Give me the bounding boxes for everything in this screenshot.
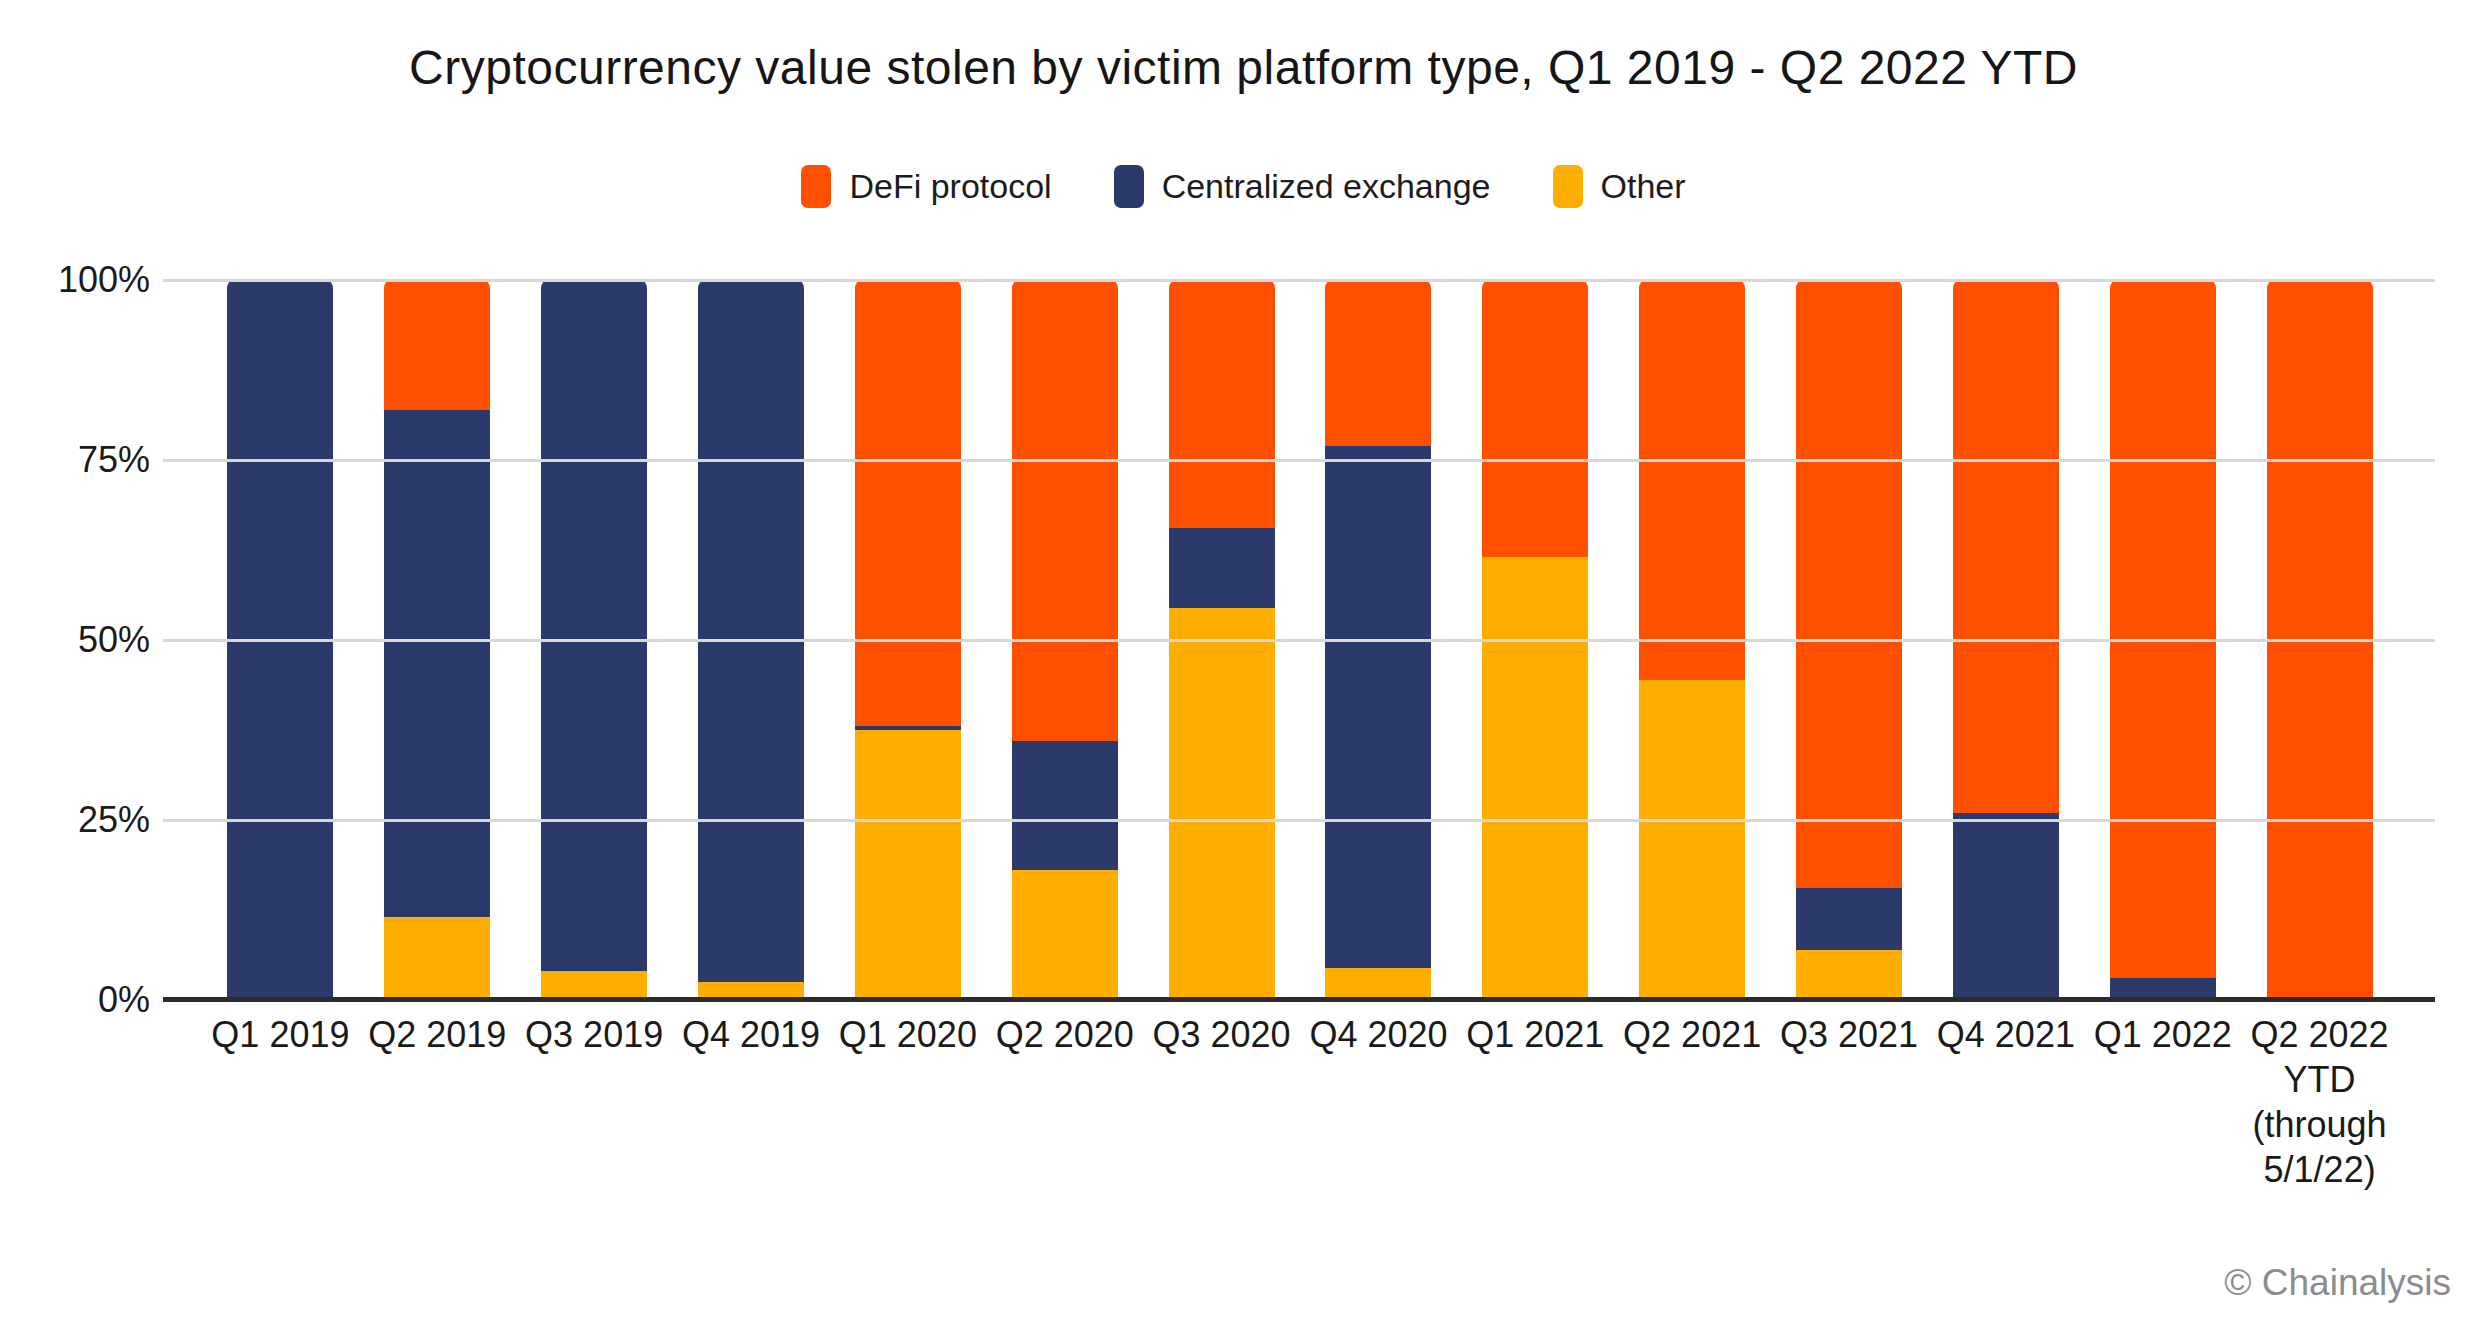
x-tick-q1-2022: Q1 2022 (2084, 1012, 2241, 1192)
copyright-credit: © Chainalysis (2224, 1262, 2451, 1304)
segment-other (384, 917, 490, 1000)
x-tick-q2-2019: Q2 2019 (359, 1012, 516, 1192)
segment-other (855, 730, 961, 1000)
x-tick-q1-2021: Q1 2021 (1457, 1012, 1614, 1192)
x-tick-q3-2020: Q3 2020 (1143, 1012, 1300, 1192)
x-tick-q2-2021: Q2 2021 (1614, 1012, 1771, 1192)
y-axis: 0%25%50%75%100% (0, 280, 150, 1000)
chart-title: Cryptocurrency value stolen by victim pl… (0, 40, 2487, 95)
x-tick-q3-2021: Q3 2021 (1771, 1012, 1928, 1192)
segment-defi-protocol (1012, 280, 1118, 741)
legend-label: Other (1601, 167, 1686, 206)
x-tick-q4-2020: Q4 2020 (1300, 1012, 1457, 1192)
gridline-75 (163, 459, 2435, 462)
segment-other (1012, 870, 1118, 1000)
legend: DeFi protocol Centralized exchange Other (0, 165, 2487, 208)
gridline-50 (163, 639, 2435, 642)
segment-defi-protocol (1639, 280, 1745, 680)
gridline-25 (163, 819, 2435, 822)
x-tick-q4-2019: Q4 2019 (673, 1012, 830, 1192)
segment-defi-protocol (2110, 280, 2216, 978)
legend-swatch-centralized-exchange (1114, 165, 1144, 208)
x-axis-line (163, 997, 2435, 1002)
segment-other (1639, 680, 1745, 1000)
y-tick-0: 0% (0, 978, 150, 1022)
x-tick-q1-2020: Q1 2020 (829, 1012, 986, 1192)
gridline-100 (163, 279, 2435, 282)
segment-other (1169, 608, 1275, 1000)
x-tick-q1-2019: Q1 2019 (202, 1012, 359, 1192)
legend-item-defi-protocol: DeFi protocol (801, 165, 1051, 208)
segment-defi-protocol (1169, 280, 1275, 528)
y-tick-75: 75% (0, 438, 150, 482)
segment-centralized-exchange (541, 280, 647, 971)
segment-defi-protocol (384, 280, 490, 410)
x-tick-q2-2020: Q2 2020 (986, 1012, 1143, 1192)
x-axis-labels: Q1 2019Q2 2019Q3 2019Q4 2019Q1 2020Q2 20… (202, 1012, 2398, 1192)
x-tick-q4-2021: Q4 2021 (1927, 1012, 2084, 1192)
chart-canvas: Cryptocurrency value stolen by victim pl… (0, 0, 2487, 1320)
segment-centralized-exchange (1169, 528, 1275, 607)
segment-centralized-exchange (1012, 741, 1118, 871)
segment-centralized-exchange (1325, 446, 1431, 968)
x-tick-q3-2019: Q3 2019 (516, 1012, 673, 1192)
segment-other (541, 971, 647, 1000)
segment-centralized-exchange (1953, 813, 2059, 1000)
segment-defi-protocol (855, 280, 961, 726)
legend-label: Centralized exchange (1162, 167, 1491, 206)
segment-defi-protocol (1482, 280, 1588, 557)
segment-centralized-exchange (384, 410, 490, 918)
legend-item-centralized-exchange: Centralized exchange (1114, 165, 1491, 208)
y-tick-25: 25% (0, 798, 150, 842)
segment-other (1796, 950, 1902, 1000)
legend-swatch-defi-protocol (801, 165, 831, 208)
x-tick-q2-2022: Q2 2022 YTD (through 5/1/22) (2241, 1012, 2398, 1192)
segment-other (1325, 968, 1431, 1000)
segment-defi-protocol (1796, 280, 1902, 888)
segment-centralized-exchange (698, 280, 804, 982)
segment-defi-protocol (1953, 280, 2059, 813)
legend-label: DeFi protocol (849, 167, 1051, 206)
legend-swatch-other (1553, 165, 1583, 208)
plot-area (163, 280, 2435, 1000)
y-tick-100: 100% (0, 258, 150, 302)
y-tick-50: 50% (0, 618, 150, 662)
segment-defi-protocol (1325, 280, 1431, 446)
segment-centralized-exchange (1796, 888, 1902, 949)
legend-item-other: Other (1553, 165, 1686, 208)
segment-other (1482, 557, 1588, 1000)
